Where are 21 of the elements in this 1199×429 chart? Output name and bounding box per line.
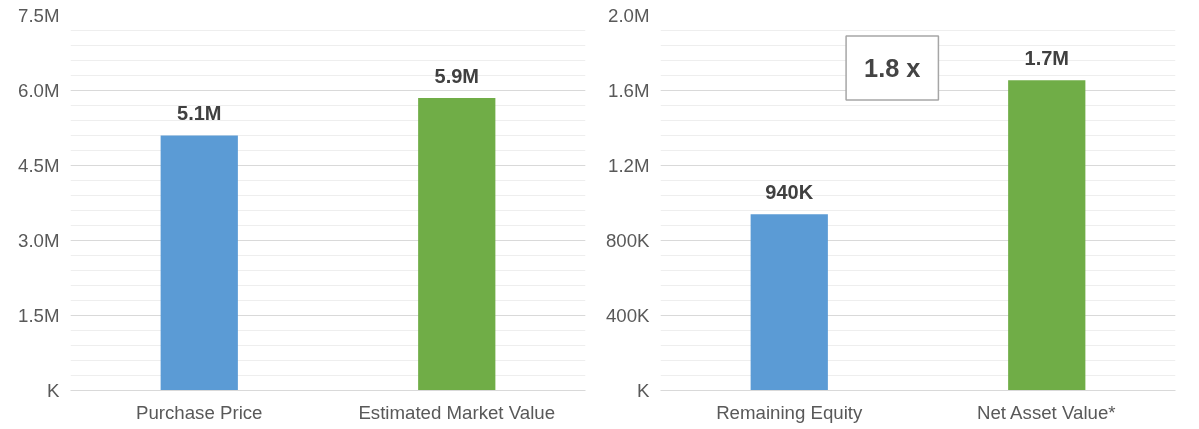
y-tick-label: 6.0M	[18, 80, 60, 101]
y-tick-label: 800K	[605, 230, 651, 251]
data-label: 5.9M	[434, 64, 479, 87]
x-tick-label: Remaining Equity	[716, 401, 864, 423]
y-tick-label: 2.0M	[608, 5, 650, 26]
x-tick-label: Estimated Market Value	[358, 401, 556, 423]
y-tick-label: 1.5M	[18, 305, 60, 326]
y-tick-label: 3.0M	[18, 230, 60, 251]
annotation: 1.8 x	[864, 54, 921, 82]
y-tick-label: 4.5M	[18, 155, 60, 176]
data-label: 940K	[765, 181, 814, 203]
x-tick-label: Net Asset Value*	[976, 401, 1116, 423]
data-label: 5.1M	[177, 102, 222, 125]
x-tick-label: Purchase Price	[136, 401, 263, 423]
data-label: 1.7M	[1024, 46, 1069, 69]
y-tick-label: 400K	[605, 305, 651, 326]
y-tick-label: K	[47, 380, 61, 401]
y-tick-label: 1.6M	[608, 80, 650, 101]
y-tick-label: 1.2M	[608, 155, 650, 176]
y-tick-label: K	[637, 380, 651, 401]
y-tick-label: 7.5M	[18, 5, 60, 26]
